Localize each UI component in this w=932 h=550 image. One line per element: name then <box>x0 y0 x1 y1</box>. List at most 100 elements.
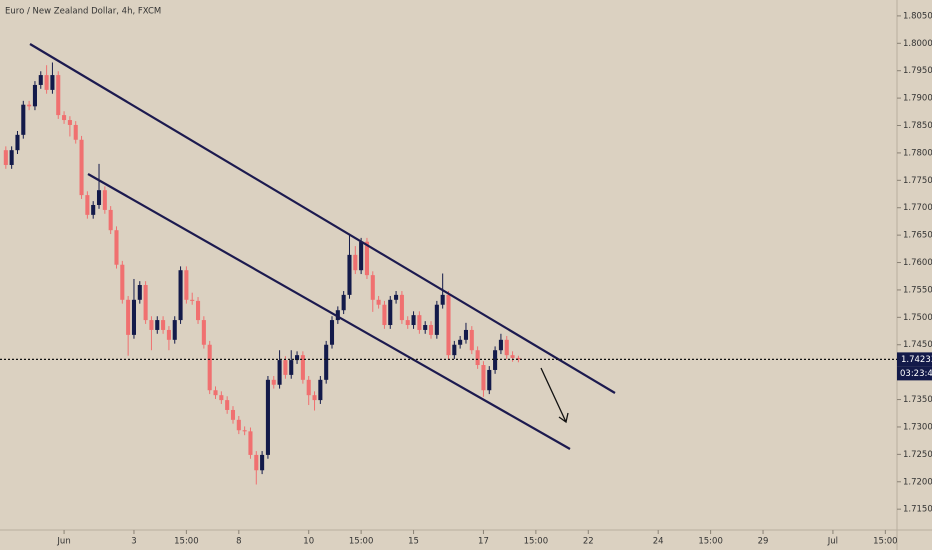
x-tick-label: 22 <box>583 537 594 547</box>
candle-body <box>3 150 8 165</box>
candle-body <box>318 379 323 401</box>
candle-body <box>32 84 37 107</box>
candle-body <box>213 390 218 396</box>
candle-body <box>73 124 78 140</box>
y-tick-label: 1.72000 <box>903 477 932 487</box>
y-tick-label: 1.71500 <box>903 505 932 515</box>
candle-body <box>493 350 498 370</box>
candle-body <box>265 379 270 455</box>
candle-body <box>248 431 253 455</box>
candle-body <box>196 300 201 321</box>
x-tick-label: 15:00 <box>524 537 549 547</box>
candle-body <box>434 304 439 335</box>
candle-body <box>481 365 486 391</box>
candle-body <box>102 190 107 210</box>
candle-body <box>504 339 509 356</box>
candle-body <box>405 320 410 326</box>
candle-body <box>149 320 154 330</box>
candle-body <box>161 320 166 330</box>
candle-body <box>21 104 26 135</box>
y-tick-label: 1.79000 <box>903 94 932 104</box>
countdown-box <box>897 366 932 381</box>
candle-body <box>120 264 125 300</box>
y-tick-label: 1.73500 <box>903 395 932 405</box>
candle-body <box>458 339 463 345</box>
candle-body <box>394 294 399 300</box>
x-tick-label: 15:00 <box>698 537 723 547</box>
candle-body <box>56 75 61 116</box>
x-tick-label: Jul <box>827 537 838 547</box>
x-tick-label: 3 <box>131 537 136 547</box>
candle-body <box>236 419 241 431</box>
candle-body <box>295 355 300 361</box>
candle-body <box>114 230 119 265</box>
x-tick-label: 24 <box>653 537 664 547</box>
candle-body <box>260 454 265 471</box>
candle-body <box>382 304 387 326</box>
candle-body <box>50 75 55 90</box>
candle-body <box>440 294 445 305</box>
candle-body <box>376 299 381 305</box>
candle-body <box>137 285 142 300</box>
candle-body <box>67 120 72 125</box>
candle-body <box>428 325 434 335</box>
candle-body <box>423 325 428 330</box>
y-tick-label: 1.76500 <box>903 231 932 241</box>
candle-body <box>131 299 137 335</box>
candle-body <box>126 299 131 335</box>
countdown-label: 03:23:42 <box>900 369 932 379</box>
candle-body <box>289 360 294 375</box>
candle-body <box>516 357 521 360</box>
channel-lower <box>87 173 571 450</box>
candle-body <box>469 329 474 351</box>
x-tick-label: 17 <box>478 537 489 547</box>
y-tick-label: 1.72500 <box>903 450 932 460</box>
candle-body <box>347 254 352 295</box>
candle-body <box>91 204 96 215</box>
candle-body <box>62 115 67 121</box>
candle-body <box>38 75 43 85</box>
y-tick-label: 1.74500 <box>903 340 932 350</box>
candle-body <box>312 395 317 401</box>
candle-body <box>108 209 113 231</box>
y-tick-label: 1.80500 <box>903 11 932 21</box>
candle-body <box>353 254 358 271</box>
candle-body <box>324 344 329 380</box>
candle-body <box>411 315 416 326</box>
candle-body <box>335 310 340 321</box>
x-tick-label: 15:00 <box>873 537 898 547</box>
candle-body <box>178 270 183 321</box>
candle-body <box>487 369 492 391</box>
candle-body <box>452 344 457 356</box>
last-price-label: 1.74233 <box>901 355 932 365</box>
candle-body <box>510 355 515 358</box>
x-tick-label: 15:00 <box>349 537 374 547</box>
arrow <box>540 367 569 424</box>
candle-body <box>219 395 224 401</box>
candle-body <box>277 360 282 385</box>
y-tick-label: 1.77500 <box>903 176 932 186</box>
candle-body <box>9 150 14 165</box>
x-tick-label: 8 <box>236 537 241 547</box>
x-tick-label: 15:00 <box>174 537 199 547</box>
y-tick-label: 1.80000 <box>903 39 932 49</box>
candle-body <box>300 355 305 380</box>
candle-body <box>341 294 346 311</box>
y-tick-label: 1.78000 <box>903 148 932 158</box>
candle-body <box>207 344 212 391</box>
candle-body <box>79 139 84 196</box>
candle-body <box>388 299 393 326</box>
x-tick-label: 15 <box>408 537 419 547</box>
chart-title: Euro / New Zealand Dollar, 4h, FXCM <box>5 7 161 17</box>
candle-body <box>230 409 236 420</box>
y-tick-label: 1.75500 <box>903 285 932 295</box>
candle-body <box>190 299 195 301</box>
y-tick-label: 1.73000 <box>903 422 932 432</box>
candle-body <box>283 360 288 375</box>
candle-body <box>242 430 247 432</box>
candle-body <box>15 134 20 151</box>
candle-body <box>201 320 206 345</box>
candle-body <box>475 350 480 366</box>
